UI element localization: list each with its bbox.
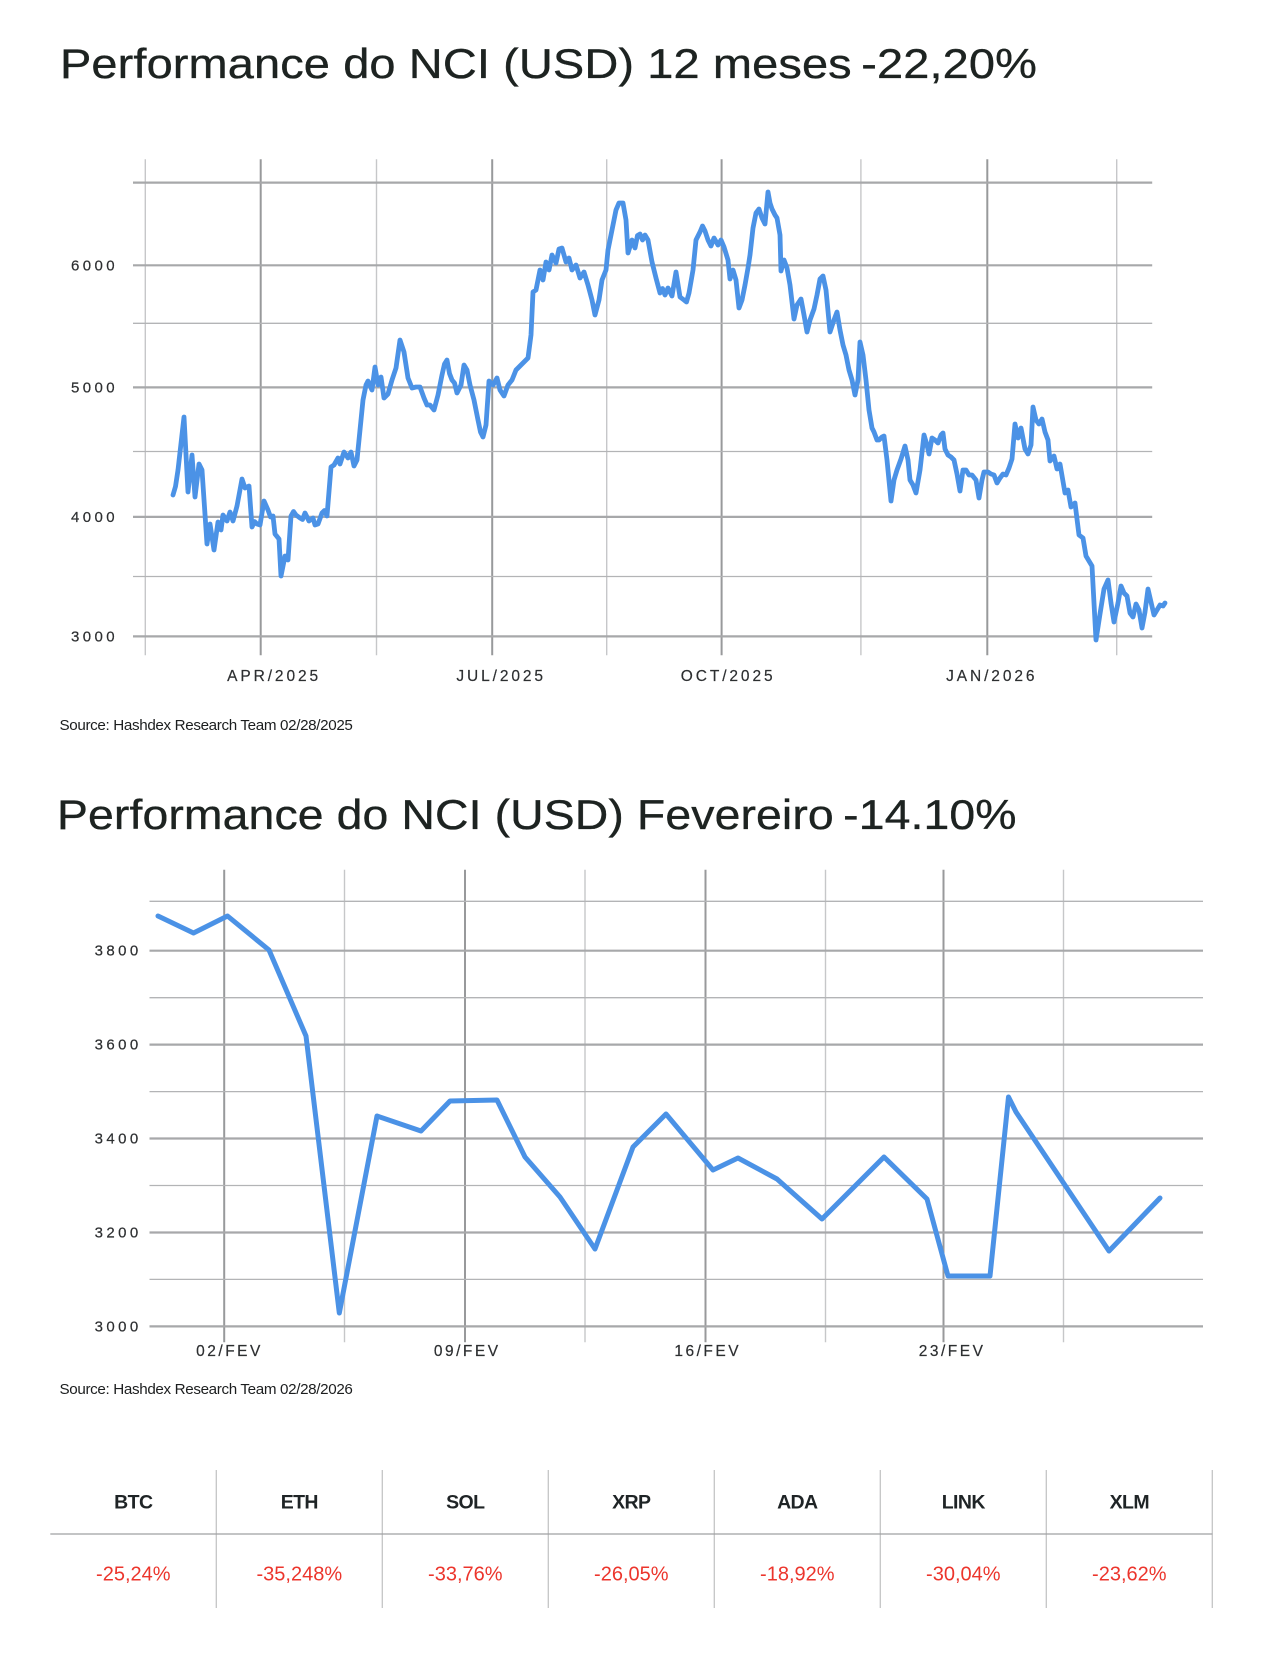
svg-text:4000: 4000 [71,509,118,526]
svg-text:16/FEV: 16/FEV [674,1343,741,1360]
svg-text:-33,76%: -33,76% [428,1564,503,1586]
svg-text:3600: 3600 [95,1037,142,1054]
svg-text:BTC: BTC [114,1492,153,1514]
svg-text:3000: 3000 [71,628,118,645]
svg-text:-35,248%: -35,248% [256,1564,342,1586]
svg-text:JUL/2025: JUL/2025 [456,668,546,685]
svg-text:23/FEV: 23/FEV [919,1343,986,1360]
svg-text:09/FEV: 09/FEV [434,1343,501,1360]
svg-text:5000: 5000 [71,379,118,396]
svg-text:02/FEV: 02/FEV [196,1343,263,1360]
svg-text:-23,62%: -23,62% [1092,1564,1167,1586]
svg-text:-25,24%: -25,24% [96,1564,171,1586]
svg-text:SOL: SOL [446,1492,485,1514]
svg-text:ETH: ETH [281,1492,318,1514]
svg-text:3400: 3400 [95,1131,142,1148]
svg-text:APR/2025: APR/2025 [227,668,321,685]
svg-text:OCT/2025: OCT/2025 [681,668,776,685]
svg-text:-26,05%: -26,05% [594,1564,669,1586]
svg-text:-18,92%: -18,92% [760,1564,835,1586]
svg-text:3200: 3200 [95,1225,142,1242]
svg-text:JAN/2026: JAN/2026 [946,668,1037,685]
svg-text:3000: 3000 [95,1318,142,1335]
svg-text:ADA: ADA [777,1492,818,1514]
svg-text:6000: 6000 [71,257,118,274]
svg-text:LINK: LINK [942,1492,986,1514]
svg-text:-30,04%: -30,04% [926,1564,1001,1586]
svg-text:XLM: XLM [1110,1492,1149,1514]
svg-text:XRP: XRP [612,1492,651,1514]
svg-text:3800: 3800 [95,943,142,960]
